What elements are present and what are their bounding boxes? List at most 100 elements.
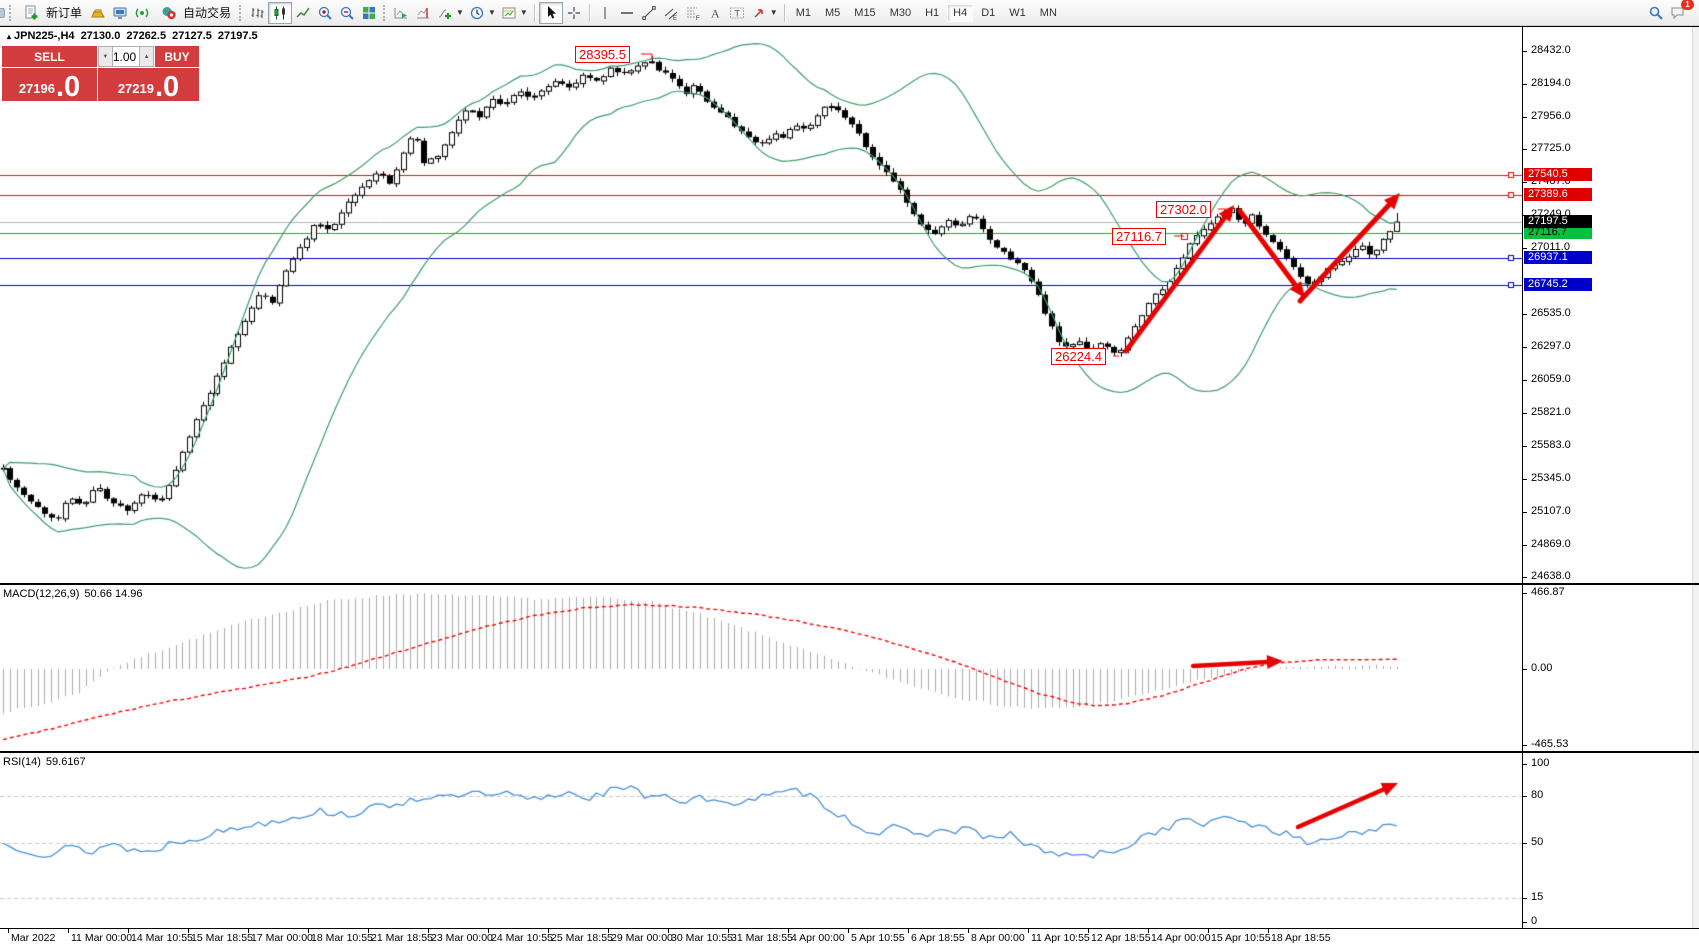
time-tick-label: 24 Mar 10:55	[491, 932, 553, 944]
cursor-icon[interactable]	[538, 1, 563, 24]
line-chart-icon[interactable]	[292, 3, 314, 23]
volume-up-button[interactable]: ▲	[139, 46, 154, 67]
candlestick-chart-icon[interactable]	[268, 1, 293, 24]
timeframe-h4[interactable]: H4	[947, 3, 974, 22]
price-badge: 27389.6	[1524, 188, 1592, 202]
rsi-tick-label: 50	[1531, 836, 1544, 848]
bar-chart-icon[interactable]	[246, 3, 268, 23]
equidistant-channel-tool-icon[interactable]: E	[660, 3, 682, 23]
indicators-dropdown-arrow[interactable]: ▼	[456, 8, 464, 17]
axis-tick-mark	[1523, 347, 1527, 348]
timeframe-h1[interactable]: H1	[925, 6, 940, 19]
search-icon[interactable]	[1645, 3, 1667, 23]
new-order-button[interactable]: 新订单	[16, 2, 87, 24]
time-tick-label: 15 Apr 10:55	[1211, 932, 1271, 944]
auto-trading-button[interactable]: 自动交易	[153, 2, 236, 24]
sell-button[interactable]: SELL	[2, 46, 97, 67]
time-axis[interactable]: Mar 2022 11 Mar 00:00 14 Mar 10:55 15 Mar 1…	[0, 929, 1699, 944]
macd-axis[interactable]: 466.87 0.00 -465.53	[1522, 585, 1693, 751]
trendline-tool-icon[interactable]	[638, 3, 660, 23]
zoom-in-icon[interactable]	[314, 3, 336, 23]
time-tick-label: 6 Apr 18:55	[911, 932, 965, 944]
time-tick-mark	[608, 929, 609, 933]
time-tick-mark	[428, 929, 429, 933]
timeframe-m1[interactable]: M1	[795, 6, 811, 19]
price-tick-label: 24869.0	[1531, 537, 1571, 550]
timeframe-m30[interactable]: M30	[889, 6, 912, 19]
timeframe-w1[interactable]: W1	[1009, 6, 1026, 19]
terminal-icon[interactable]	[109, 3, 131, 23]
gold-icon[interactable]	[87, 3, 109, 23]
horizontal-line-tool-icon[interactable]	[616, 3, 638, 23]
one-click-trade-panel: SELL ▼ 1.00 ▲ BUY 27196.0 27219.0	[2, 46, 200, 102]
shapes-dropdown-arrow[interactable]: ▼	[769, 8, 778, 17]
sell-price[interactable]: 27196.0	[2, 68, 97, 102]
chat-icon[interactable]: 1	[1667, 0, 1694, 23]
macd-canvas[interactable]	[0, 585, 1522, 751]
timeframe-mn[interactable]: MN	[1039, 6, 1057, 19]
toolbar-separator	[588, 3, 590, 22]
annotation-low-26224[interactable]: 26224.4	[1051, 348, 1106, 365]
axis-tick-mark	[1523, 248, 1527, 249]
time-tick-label: 30 Mar 10:55	[671, 932, 733, 944]
text-tool-icon[interactable]: A	[704, 3, 726, 23]
time-tick-label: 5 Apr 10:55	[851, 932, 905, 944]
volume-value[interactable]: 1.00	[112, 46, 140, 67]
rsi-label: RSI(14) 59.6167	[3, 756, 86, 768]
timeframe-d1[interactable]: D1	[981, 6, 996, 19]
price-badge: 27540.5	[1524, 167, 1592, 181]
price-axis[interactable]: 28432.0 28194.0 27956.0 27725.0 27487.0 27249…	[1522, 27, 1693, 583]
indicators-icon[interactable]	[434, 3, 456, 23]
rsi-axis[interactable]: 100 80 50 15 0	[1522, 753, 1693, 928]
time-tick-mark	[68, 929, 69, 933]
axis-tick-mark	[1523, 796, 1527, 797]
time-tick-label: 29 Mar 00:00	[611, 932, 673, 944]
time-tick-mark	[548, 929, 549, 933]
arrows-shapes-tool-icon[interactable]	[748, 3, 770, 23]
time-tick-label: 25 Mar 18:55	[551, 932, 613, 944]
buy-button[interactable]: BUY	[155, 46, 199, 67]
buy-price[interactable]: 27219.0	[98, 68, 199, 102]
tile-windows-icon[interactable]	[358, 3, 380, 23]
macd-tick-label: 466.87	[1531, 586, 1565, 598]
time-tick-mark	[248, 929, 249, 933]
annotation-peak-27302[interactable]: 27302.0	[1156, 201, 1211, 218]
annotation-level-27116[interactable]: 27116.7	[1112, 228, 1167, 245]
price-badge: 27197.5	[1524, 215, 1592, 229]
zoom-out-icon[interactable]	[336, 3, 358, 23]
main-chart-panel: ▴ JPN225-,H4 27130.0 27262.5 27127.5 27197.5 …	[0, 26, 1699, 584]
axis-tick-mark	[1523, 545, 1527, 546]
periods-dropdown-arrow[interactable]: ▼	[487, 8, 496, 17]
annotation-high-28395[interactable]: 28395.5	[575, 46, 630, 63]
templates-dropdown-arrow[interactable]: ▼	[519, 8, 528, 17]
fibonacci-tool-icon[interactable]: F	[682, 3, 704, 23]
axis-tick-mark	[1523, 380, 1527, 381]
vertical-line-tool-icon[interactable]	[594, 3, 616, 23]
crosshair-icon[interactable]	[563, 3, 585, 23]
window-edge	[1692, 753, 1699, 928]
templates-icon[interactable]	[498, 3, 520, 23]
axis-tick-mark	[1523, 764, 1527, 765]
axis-tick-mark	[1523, 479, 1527, 480]
time-tick-label: 11 Apr 10:55	[1031, 932, 1090, 944]
timeframe-m15[interactable]: M15	[854, 6, 876, 19]
auto-scroll-icon[interactable]	[390, 3, 412, 23]
time-tick-label: 15 Mar 18:55	[191, 932, 253, 944]
axis-tick-mark	[1523, 182, 1527, 183]
signals-icon[interactable]	[131, 3, 153, 23]
volume-down-button[interactable]: ▼	[98, 46, 113, 67]
main-chart-canvas[interactable]	[0, 27, 1522, 583]
time-tick-mark	[1088, 929, 1089, 933]
time-tick-mark	[968, 929, 969, 933]
axis-tick-mark	[1523, 669, 1527, 670]
rsi-canvas[interactable]	[0, 753, 1522, 928]
text-label-tool-icon[interactable]: T	[726, 3, 748, 23]
timeframe-m5[interactable]: M5	[825, 6, 841, 19]
time-tick-mark	[1208, 929, 1209, 933]
chart-shift-icon[interactable]	[412, 3, 434, 23]
time-tick-label: 23 Mar 00:00	[431, 932, 493, 944]
periods-clock-icon[interactable]	[466, 3, 488, 23]
price-badge: 27116.7	[1524, 226, 1592, 240]
axis-tick-mark	[1523, 922, 1527, 923]
low-value: 27127.5	[172, 30, 212, 42]
